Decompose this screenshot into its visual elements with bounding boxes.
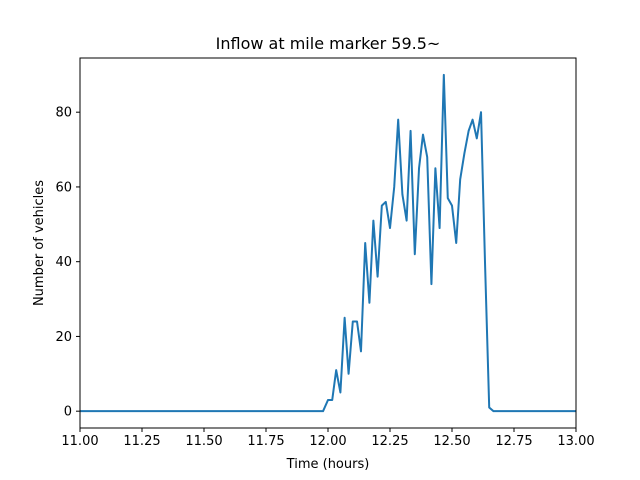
x-tick-label: 11.25 <box>123 434 160 449</box>
x-tick-label: 11.50 <box>185 434 222 449</box>
x-tick-label: 13.00 <box>557 434 594 449</box>
y-tick-label: 80 <box>55 106 72 121</box>
y-axis-label: Number of vehicles <box>32 180 47 306</box>
x-tick-label: 12.50 <box>433 434 470 449</box>
y-tick-label: 40 <box>55 255 72 270</box>
x-tick-label: 11.00 <box>61 434 98 449</box>
x-tick-label: 12.75 <box>495 434 532 449</box>
y-tick-label: 20 <box>55 330 72 345</box>
series-line-0 <box>80 73 576 413</box>
x-axis-label: Time (hours) <box>286 457 370 472</box>
plot-frame <box>79 57 577 429</box>
chart-title: Inflow at mile marker 59.5~ <box>216 34 441 53</box>
x-tick-label: 12.00 <box>309 434 346 449</box>
x-tick-label: 12.25 <box>371 434 408 449</box>
x-tick-label: 11.75 <box>247 434 284 449</box>
y-tick-label: 0 <box>64 405 72 420</box>
y-tick-label: 60 <box>55 180 72 195</box>
